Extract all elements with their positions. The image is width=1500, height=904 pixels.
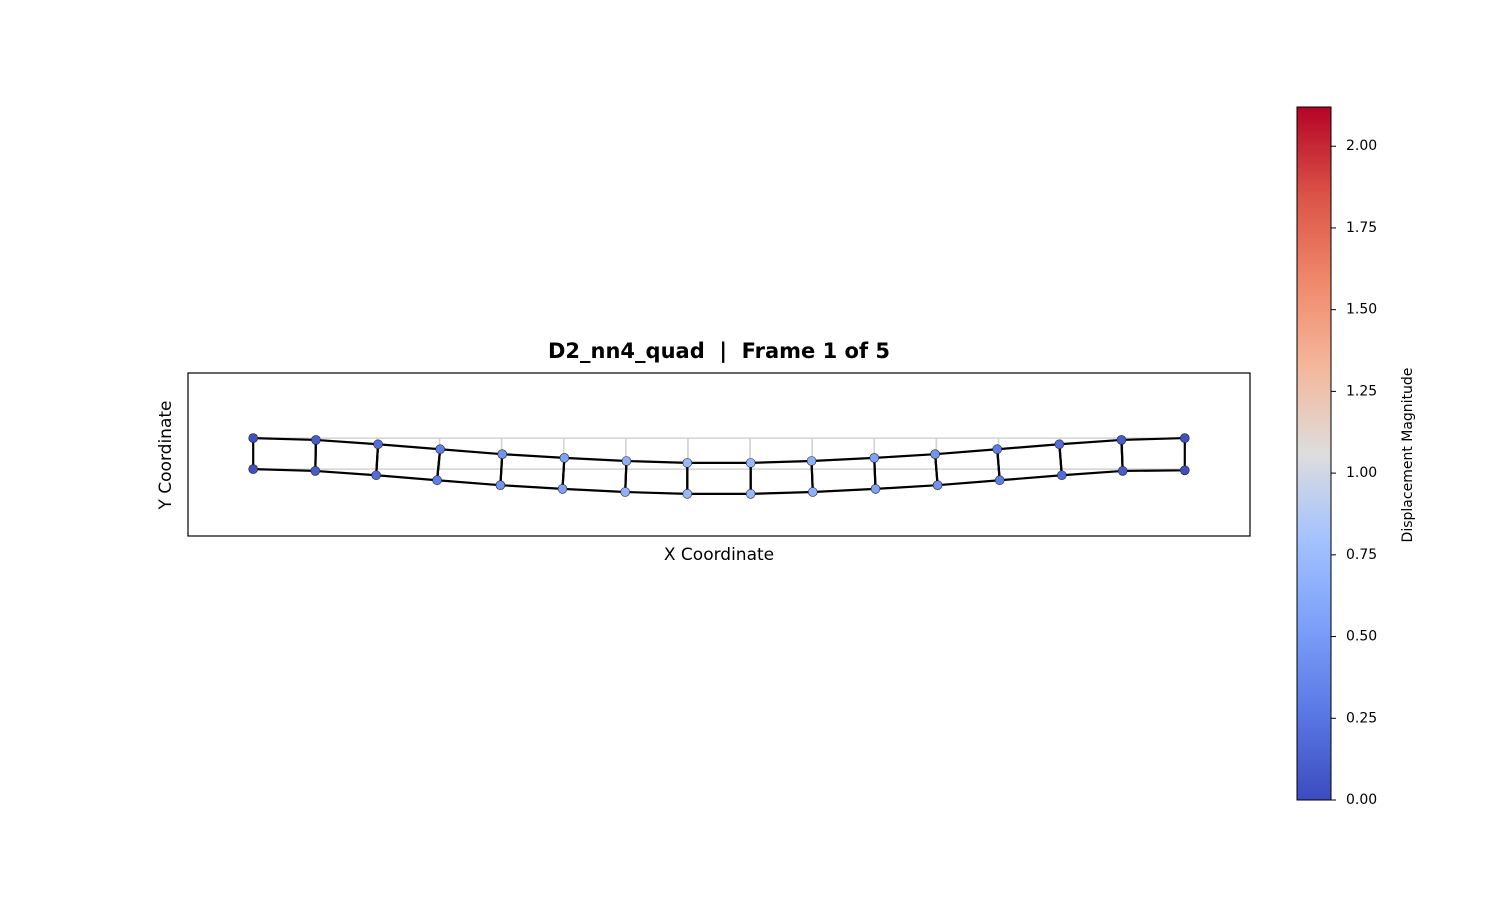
node <box>1054 439 1065 450</box>
node <box>248 433 259 443</box>
node <box>1116 435 1127 445</box>
x-axis-label: X Coordinate <box>664 545 774 565</box>
node <box>870 484 881 494</box>
element <box>749 459 814 495</box>
reference-element <box>625 437 689 470</box>
node <box>373 439 383 450</box>
element <box>499 453 566 490</box>
element <box>873 453 939 490</box>
node <box>807 487 818 497</box>
reference-element <box>376 437 441 470</box>
element <box>1120 436 1186 473</box>
node <box>682 458 693 468</box>
reference-element <box>749 437 813 470</box>
node <box>992 444 1003 455</box>
colorbar-tick-label: 0.25 <box>1346 710 1377 726</box>
colorbar-tick-label: 0.50 <box>1346 629 1377 645</box>
element <box>375 443 442 482</box>
element <box>624 459 689 495</box>
reference-element <box>1121 437 1186 470</box>
element <box>1058 438 1124 477</box>
chart-title: D2_nn4_quad | Frame 1 of 5 <box>548 339 890 364</box>
node <box>497 449 508 459</box>
node <box>745 458 756 468</box>
node <box>682 489 693 499</box>
node <box>1179 433 1190 443</box>
node <box>620 487 631 497</box>
node <box>621 456 632 466</box>
node <box>371 470 381 481</box>
reference-element <box>562 437 627 470</box>
reference-element <box>997 437 1062 470</box>
reference-element <box>252 437 317 470</box>
node <box>869 453 880 463</box>
reference-element <box>811 437 876 470</box>
colorbar-tick-label: 2.00 <box>1346 138 1377 154</box>
node <box>994 475 1005 486</box>
y-axis-label: Y Coordinate <box>156 401 176 511</box>
node <box>1057 470 1067 481</box>
colorbar-tick-label: 1.75 <box>1346 220 1377 236</box>
plot-area <box>248 433 1190 499</box>
element <box>810 456 877 494</box>
reference-element <box>873 437 938 470</box>
colorbar-tick-label: 1.50 <box>1346 302 1377 318</box>
node <box>495 480 506 490</box>
colorbar-label: Displacement Magnitude <box>1400 368 1416 543</box>
node <box>745 489 756 499</box>
colorbar-tick-label: 1.00 <box>1346 465 1377 481</box>
node <box>432 475 442 486</box>
node <box>930 449 940 459</box>
node <box>435 444 445 455</box>
element <box>934 448 1001 487</box>
node <box>248 464 259 474</box>
reference-element <box>500 437 565 470</box>
node <box>310 466 321 476</box>
node <box>559 453 570 463</box>
element <box>996 443 1063 482</box>
node <box>557 484 568 494</box>
element <box>686 461 752 495</box>
colorbar-tick-label: 1.25 <box>1346 383 1377 399</box>
axes-frame <box>187 372 1251 537</box>
colorbar <box>1296 106 1332 801</box>
colorbar-tick-label: 0.00 <box>1346 792 1377 808</box>
node <box>311 435 321 445</box>
element <box>314 438 380 477</box>
reference-element <box>687 437 751 470</box>
colorbar-tick-label: 0.75 <box>1346 547 1377 563</box>
element <box>561 456 628 494</box>
element <box>252 436 318 473</box>
node <box>806 456 817 466</box>
node <box>1179 465 1190 476</box>
node <box>932 480 943 490</box>
element <box>435 448 504 487</box>
node <box>1117 466 1128 476</box>
